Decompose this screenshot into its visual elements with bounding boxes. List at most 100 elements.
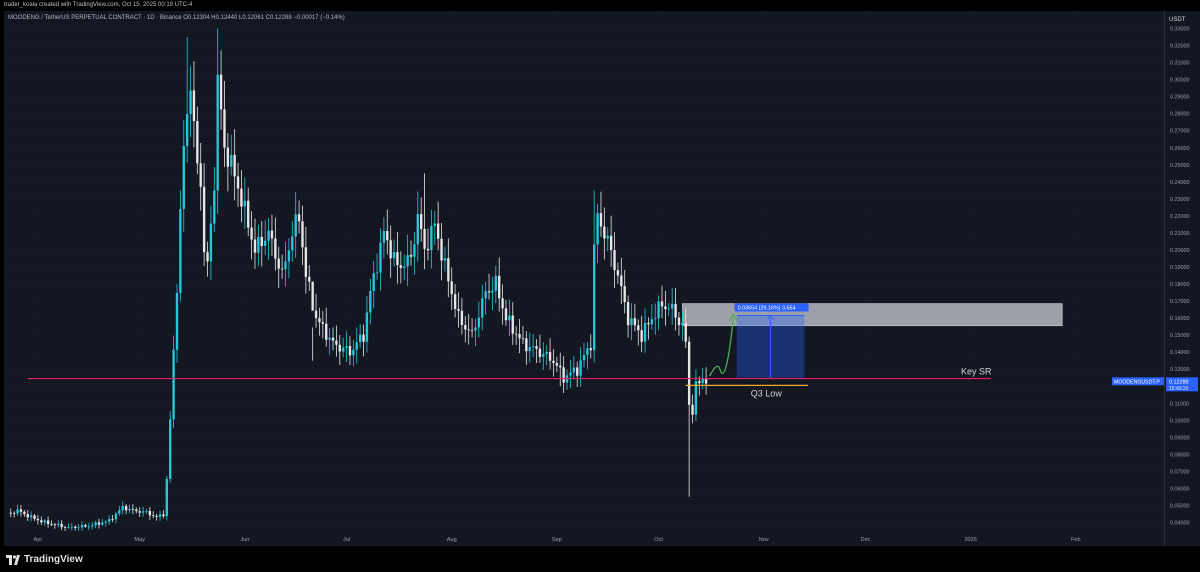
candle bbox=[559, 352, 562, 387]
annotation-layer: 0.03654 (29.16%) 3,654 bbox=[682, 303, 1063, 378]
candle-body bbox=[267, 230, 270, 241]
candle-body bbox=[514, 333, 518, 335]
candle bbox=[436, 201, 440, 251]
candle bbox=[542, 342, 545, 370]
candle bbox=[552, 349, 555, 377]
candle bbox=[430, 209, 433, 269]
candle bbox=[226, 133, 230, 192]
candle-body bbox=[250, 227, 253, 240]
candle-body bbox=[511, 315, 514, 334]
candle bbox=[172, 335, 175, 428]
candle-body bbox=[613, 250, 616, 271]
candle-body bbox=[94, 522, 97, 526]
candle bbox=[382, 217, 386, 259]
candle bbox=[491, 276, 494, 311]
candle-body bbox=[467, 329, 470, 331]
candle-body bbox=[118, 510, 121, 514]
candle bbox=[440, 222, 443, 281]
measure-label-bg bbox=[734, 303, 809, 312]
y-tick-label: 0.31000 bbox=[1170, 61, 1190, 67]
candle-body bbox=[701, 379, 704, 384]
candle bbox=[280, 254, 284, 279]
x-tick-label: Sep bbox=[552, 537, 562, 543]
price-axis-panel[interactable] bbox=[1164, 11, 1200, 546]
measure-label: 0.03654 (29.16%) 3,654 bbox=[738, 306, 796, 312]
candle bbox=[250, 211, 253, 260]
candle bbox=[328, 327, 331, 355]
candle-body bbox=[240, 188, 243, 207]
candle bbox=[416, 191, 419, 262]
candle-body bbox=[521, 338, 525, 340]
candle-body bbox=[36, 518, 40, 521]
candle-body bbox=[704, 379, 708, 384]
candle bbox=[87, 523, 90, 531]
candle bbox=[321, 310, 325, 339]
candle-body bbox=[77, 527, 80, 529]
candle-body bbox=[423, 229, 426, 249]
candle bbox=[531, 334, 535, 357]
candle-body bbox=[579, 360, 582, 376]
candle bbox=[29, 511, 33, 522]
candle-body bbox=[548, 352, 552, 361]
candle bbox=[538, 334, 542, 363]
candle-body bbox=[270, 230, 274, 239]
candle bbox=[199, 142, 202, 211]
candle bbox=[216, 28, 219, 214]
x-axis: Apr May Jun Jul Aug Sep Oct Nov Dec 2026 Feb bbox=[34, 537, 1081, 543]
candle-body bbox=[586, 348, 589, 356]
candle bbox=[243, 177, 247, 230]
candle bbox=[70, 523, 74, 531]
candle bbox=[12, 511, 16, 518]
creator-caption: trader_koala created with TradingView.co… bbox=[4, 2, 193, 8]
candle-body bbox=[206, 252, 209, 262]
candle bbox=[548, 338, 552, 370]
candle bbox=[50, 520, 53, 527]
x-tick-label: Feb bbox=[1071, 537, 1081, 543]
x-tick-label: Dec bbox=[861, 537, 871, 543]
candle-body bbox=[457, 308, 460, 311]
candle-body bbox=[280, 268, 284, 270]
last-price-value: 0.12288 bbox=[1169, 379, 1189, 385]
candle-body bbox=[369, 290, 372, 313]
candle-body bbox=[640, 330, 643, 342]
tradingview-wordmark: TradingView bbox=[24, 554, 83, 565]
candle bbox=[484, 281, 487, 315]
candle-body bbox=[460, 310, 464, 325]
candle bbox=[301, 205, 304, 266]
candle-body bbox=[331, 337, 335, 341]
candle-body bbox=[504, 308, 508, 321]
projection-arrow[interactable] bbox=[708, 318, 734, 377]
y-tick-label: 0.19000 bbox=[1170, 265, 1190, 271]
y-tick-label: 0.07000 bbox=[1170, 469, 1190, 475]
candle bbox=[687, 336, 691, 497]
candle-body bbox=[257, 236, 260, 253]
candle bbox=[80, 521, 84, 531]
candle-body bbox=[50, 524, 53, 525]
candle bbox=[16, 504, 19, 516]
candle bbox=[511, 302, 514, 345]
y-tick-label: 0.23000 bbox=[1170, 197, 1190, 203]
candle-body bbox=[189, 90, 192, 114]
tradingview-brand[interactable]: TradingView bbox=[6, 554, 83, 565]
y-tick-label: 0.13000 bbox=[1170, 367, 1190, 373]
candle bbox=[423, 173, 426, 270]
candle bbox=[647, 317, 650, 340]
candle bbox=[352, 340, 355, 367]
candle-body bbox=[650, 319, 654, 325]
candle-body bbox=[569, 372, 572, 376]
candle bbox=[311, 281, 314, 361]
candle bbox=[406, 234, 409, 286]
candle-body bbox=[470, 330, 474, 332]
candle-countdown: 18:40:20 bbox=[1169, 386, 1189, 392]
candle-body bbox=[175, 292, 179, 350]
candle-body bbox=[687, 341, 691, 405]
candle bbox=[314, 293, 318, 328]
candle-body bbox=[318, 318, 321, 323]
candle-body bbox=[80, 525, 84, 528]
footer: TradingView bbox=[0, 550, 1200, 572]
candle bbox=[691, 394, 694, 424]
candle bbox=[501, 284, 504, 325]
candle bbox=[420, 197, 423, 242]
candle-body bbox=[518, 334, 521, 339]
